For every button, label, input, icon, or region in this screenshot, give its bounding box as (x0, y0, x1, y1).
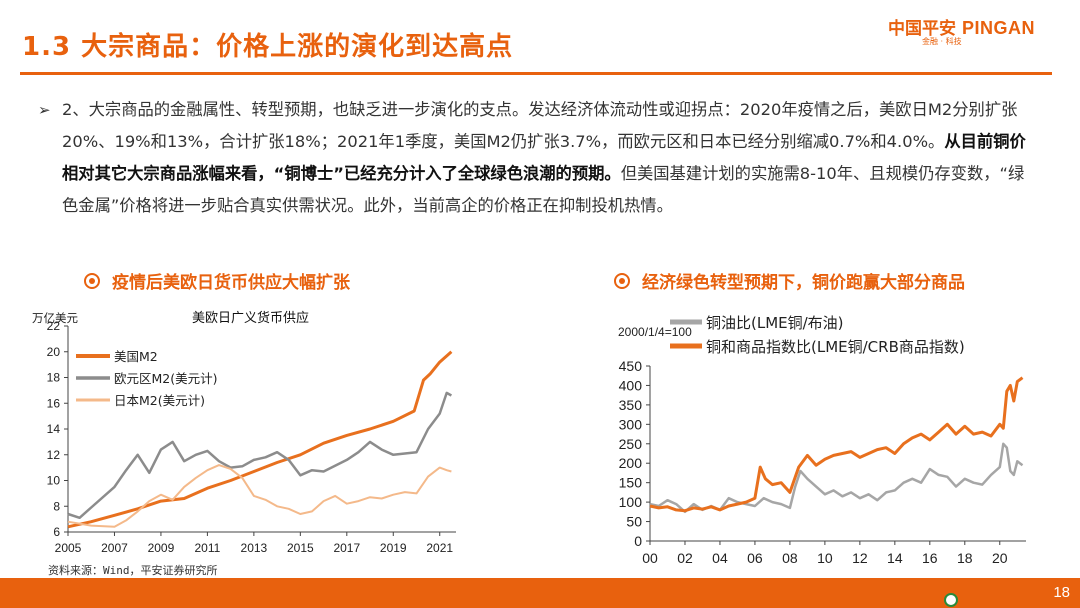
series-line-2 (67, 464, 452, 528)
y-tick-label: 18 (47, 371, 61, 385)
series-line-1 (649, 376, 1024, 513)
y-tick-label: 50 (626, 514, 642, 530)
x-tick-label: 04 (712, 550, 728, 566)
footer-emblem-icon (944, 593, 958, 607)
legend-label-0: 美国M2 (114, 349, 158, 364)
x-tick-label: 2007 (101, 541, 128, 555)
brand-logo: 中国平安 PINGAN 金融 · 科技 (888, 14, 1068, 50)
y-tick-label: 300 (619, 416, 643, 432)
para-text-3: 但美国基建计划的实施需8-10年、且规模仍存变数，“绿色金属”价格将进一步贴合真… (62, 164, 1025, 215)
title-divider (20, 72, 1052, 75)
legend-label-1: 欧元区M2(美元计) (114, 371, 218, 386)
para-text-1: 2、大宗商品的金融属性、转型预期，也缺乏进一步演化的支点。发达经济体流动性或迎拐… (62, 100, 1018, 151)
y-tick-label: 10 (47, 474, 61, 488)
page-title: 1.3 大宗商品：价格上涨的演化到达高点 (22, 32, 514, 62)
logo-tagline: 金融 · 科技 (922, 37, 962, 46)
section-heading-left-text: 疫情后美欧日货币供应大幅扩张 (112, 273, 350, 293)
y-tick-label: 12 (47, 448, 61, 462)
x-tick-label: 02 (677, 550, 693, 566)
y-tick-label: 450 (619, 358, 643, 374)
x-tick-label: 2017 (333, 541, 360, 555)
section-heading-left: 疫情后美欧日货币供应大幅扩张 (84, 268, 350, 293)
x-tick-label: 2015 (287, 541, 314, 555)
y-tick-label: 14 (47, 422, 61, 436)
x-tick-label: 2021 (426, 541, 453, 555)
y-tick-label: 400 (619, 377, 643, 393)
y-tick-label: 150 (619, 475, 643, 491)
x-tick-label: 06 (747, 550, 763, 566)
source-note: 资料来源：Wind，平安证券研究所 (48, 564, 218, 577)
legend-label-1: 铜和商品指数比(LME铜/CRB商品指数) (706, 338, 965, 356)
page-number: 18 (1053, 584, 1070, 601)
logo-text: 中国平安 PINGAN (888, 14, 1035, 39)
x-tick-label: 2005 (55, 541, 82, 555)
target-icon (614, 272, 630, 289)
x-tick-label: 2019 (380, 541, 407, 555)
bullet-arrow-icon: ➢ (38, 101, 51, 119)
body-paragraph: ➢ 2、大宗商品的金融属性、转型预期，也缺乏进一步演化的支点。发达经济体流动性或… (38, 94, 1037, 222)
x-tick-label: 20 (992, 550, 1008, 566)
x-tick-label: 14 (887, 550, 903, 566)
x-tick-label: 2013 (241, 541, 268, 555)
x-tick-label: 00 (642, 550, 658, 566)
x-tick-label: 18 (957, 550, 973, 566)
x-tick-label: 2009 (148, 541, 175, 555)
x-tick-label: 12 (852, 550, 868, 566)
x-tick-label: 10 (817, 550, 833, 566)
y-tick-label: 16 (47, 396, 61, 410)
logo-en: PINGAN (962, 18, 1036, 38)
legend-label-2: 日本M2(美元计) (114, 393, 205, 408)
target-icon (84, 272, 100, 289)
legend-label-0: 铜油比(LME铜/布油) (706, 314, 844, 332)
y-axis-unit: 万亿美元 (32, 311, 78, 325)
y-tick-label: 350 (619, 397, 643, 413)
y-tick-label: 200 (619, 455, 643, 471)
x-tick-label: 08 (782, 550, 798, 566)
copper-ratio-line-chart: 0 50 100 150 200 250 300 350 400 450 00 02 04 06 08 10 1… (618, 314, 1026, 566)
footer-bar (0, 578, 1080, 608)
chart-title: 美欧日广义货币供应 (192, 310, 309, 326)
x-tick-label: 16 (922, 550, 938, 566)
y-tick-label: 8 (53, 499, 60, 513)
base-note: 2000/1/4=100 (618, 325, 692, 339)
y-tick-label: 6 (53, 525, 60, 539)
para-text-highlight: 从目前铜价相对其它大宗商品涨幅来看，“铜博士”已经充分计入了全球绿色浪潮的预期。 (62, 132, 1026, 183)
y-tick-label: 20 (47, 345, 61, 359)
y-tick-label: 22 (47, 319, 61, 333)
m2-line-chart: 6 8 10 12 14 16 18 20 22 2005 2007 2009 2011 2013 2015… (32, 310, 456, 555)
logo-cn: 中国平安 (888, 19, 956, 39)
y-tick-label: 250 (619, 436, 643, 452)
y-tick-label: 100 (619, 494, 643, 510)
series-line-1 (67, 391, 453, 520)
y-tick-label: 0 (634, 533, 642, 549)
section-heading-right: 经济绿色转型预期下，铜价跑赢大部分商品 (614, 268, 965, 293)
section-heading-right-text: 经济绿色转型预期下，铜价跑赢大部分商品 (642, 273, 965, 293)
x-tick-label: 2011 (194, 541, 220, 555)
